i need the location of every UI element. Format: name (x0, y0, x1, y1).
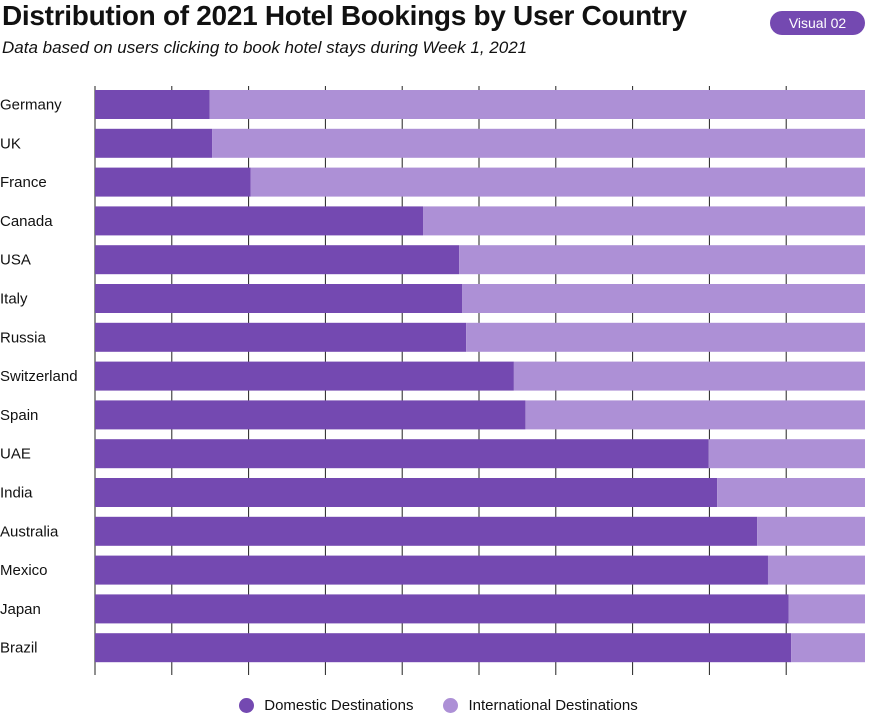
bar-segment-international (708, 439, 865, 469)
bar-segment-domestic (95, 322, 467, 352)
bar-segment-domestic (95, 633, 792, 663)
legend-item-international: International Destinations (443, 694, 638, 716)
category-label: Australia (0, 523, 59, 540)
category-label: Brazil (0, 640, 38, 657)
bar-segment-international (462, 284, 865, 313)
legend-label-domestic: Domestic Destinations (264, 696, 414, 714)
stacked-bar-chart: Germany UK France Canada USA Italy Russia Switz… (0, 86, 866, 675)
category-label: Canada (0, 213, 53, 230)
category-label: India (0, 485, 33, 502)
bar-segment-domestic (95, 167, 251, 197)
category-label: Mexico (0, 562, 48, 579)
bar-segment-international (525, 400, 865, 430)
legend-swatch-domestic (239, 697, 255, 713)
category-label: Germany (0, 97, 62, 114)
category-label: Spain (0, 407, 38, 424)
category-label: UK (0, 135, 21, 152)
bar-segment-domestic (95, 245, 460, 275)
bar-segment-international (459, 245, 865, 275)
category-label: USA (0, 252, 31, 269)
bar-segment-international (513, 361, 865, 391)
visual-badge: Visual 02 (770, 11, 865, 35)
bar-segment-domestic (95, 439, 709, 469)
bar-segment-international (791, 633, 865, 663)
legend: Domestic Destinations International Dest… (0, 694, 877, 716)
legend-swatch-international (443, 697, 459, 713)
bar-segment-domestic (95, 400, 526, 430)
bar-segment-domestic (95, 478, 718, 507)
bar-segment-domestic (95, 516, 758, 546)
chart-subtitle: Data based on users clicking to book hot… (2, 38, 528, 57)
category-label: Japan (0, 601, 41, 618)
category-label: Italy (0, 291, 28, 308)
bar-segment-domestic (95, 555, 768, 585)
bar-segment-international (250, 167, 866, 197)
bar-segment-international (209, 90, 866, 119)
bar-segment-domestic (95, 361, 514, 391)
legend-item-domestic: Domestic Destinations (239, 694, 413, 716)
category-label: France (0, 174, 47, 191)
bar-segment-domestic (95, 90, 210, 119)
bar-segment-domestic (95, 128, 213, 158)
bar-segment-domestic (95, 594, 789, 624)
bar-segment-international (212, 128, 866, 158)
category-label: Switzerland (0, 368, 78, 385)
chart-title: Distribution of 2021 Hotel Bookings by U… (2, 0, 687, 31)
bar-segment-international (717, 478, 865, 507)
bar-segment-international (767, 555, 865, 585)
bar-segment-international (788, 594, 865, 624)
bar-segment-domestic (95, 206, 424, 236)
bar-segment-international (423, 206, 865, 236)
bar-segment-international (757, 516, 865, 546)
category-label: UAE (0, 446, 31, 463)
bar-segment-domestic (95, 284, 463, 313)
legend-label-international: International Destinations (468, 696, 638, 714)
category-label: Russia (0, 329, 47, 346)
bar-segment-international (466, 322, 865, 352)
